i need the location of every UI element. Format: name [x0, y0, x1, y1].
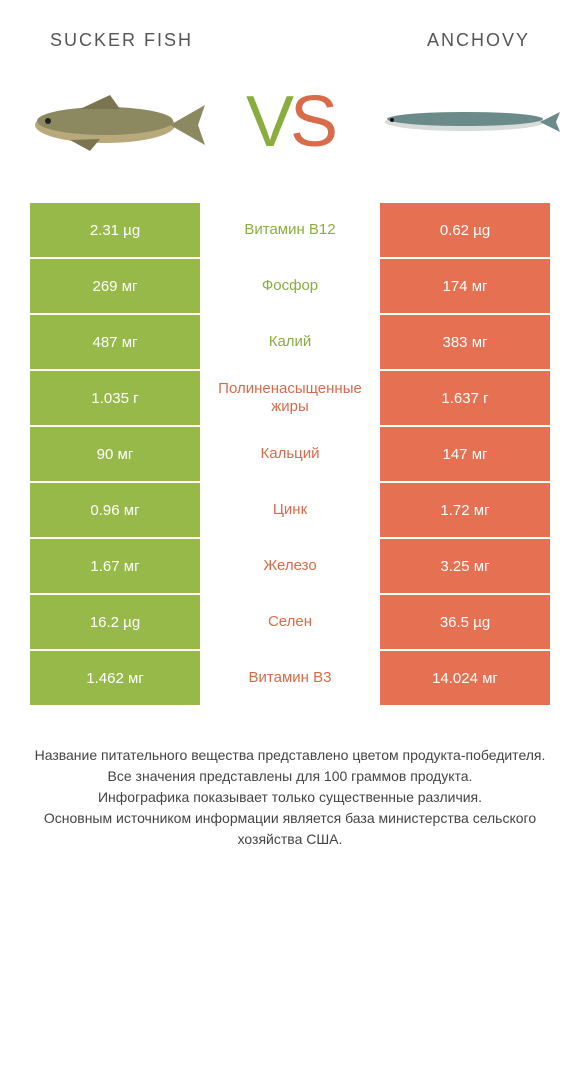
right-value: 3.25 мг [380, 539, 550, 593]
footer-line: Инфографика показывает только существенн… [30, 787, 550, 808]
left-value: 2.31 µg [30, 203, 200, 257]
footer-line: Все значения представлены для 100 граммо… [30, 766, 550, 787]
nutrient-name: Цинк [200, 483, 380, 537]
nutrient-name: Железо [200, 539, 380, 593]
right-value: 1.72 мг [380, 483, 550, 537]
anchovy-icon [370, 82, 560, 162]
table-row: 1.462 мгВитамин B314.024 мг [30, 651, 550, 705]
left-value: 487 мг [30, 315, 200, 369]
table-row: 16.2 µgСелен36.5 µg [30, 595, 550, 649]
right-value: 14.024 мг [380, 651, 550, 705]
header: SUCKER FISH ANCHOVY [0, 0, 580, 61]
table-row: 90 мгКальций147 мг [30, 427, 550, 481]
table-row: 1.035 гПолиненасыщенные жиры1.637 г [30, 371, 550, 425]
footer-line: Название питательного вещества представл… [30, 745, 550, 766]
left-value: 90 мг [30, 427, 200, 481]
vs-label: VS [246, 81, 334, 163]
nutrient-name: Витамин B12 [200, 203, 380, 257]
right-value: 174 мг [380, 259, 550, 313]
table-row: 1.67 мгЖелезо3.25 мг [30, 539, 550, 593]
left-value: 269 мг [30, 259, 200, 313]
vs-s: S [290, 82, 334, 162]
vs-v: V [246, 82, 290, 162]
nutrient-name: Калий [200, 315, 380, 369]
sucker-fish-icon [20, 82, 210, 162]
right-value: 383 мг [380, 315, 550, 369]
left-value: 1.462 мг [30, 651, 200, 705]
right-value: 36.5 µg [380, 595, 550, 649]
footer-line: Основным источником информации является … [30, 808, 550, 850]
left-value: 1.035 г [30, 371, 200, 425]
nutrient-name: Кальций [200, 427, 380, 481]
right-value: 147 мг [380, 427, 550, 481]
table-row: 2.31 µgВитамин B120.62 µg [30, 203, 550, 257]
left-value: 16.2 µg [30, 595, 200, 649]
nutrient-name: Фосфор [200, 259, 380, 313]
table-row: 269 мгФосфор174 мг [30, 259, 550, 313]
left-value: 1.67 мг [30, 539, 200, 593]
hero: VS [0, 61, 580, 203]
comparison-table: 2.31 µgВитамин B120.62 µg269 мгФосфор174… [30, 203, 550, 705]
nutrient-name: Селен [200, 595, 380, 649]
nutrient-name: Витамин B3 [200, 651, 380, 705]
nutrient-name: Полиненасыщенные жиры [200, 371, 380, 425]
footer-notes: Название питательного вещества представл… [0, 745, 580, 850]
left-value: 0.96 мг [30, 483, 200, 537]
right-product-title: ANCHOVY [427, 30, 530, 51]
left-product-title: SUCKER FISH [50, 30, 193, 51]
right-value: 1.637 г [380, 371, 550, 425]
table-row: 487 мгКалий383 мг [30, 315, 550, 369]
table-row: 0.96 мгЦинк1.72 мг [30, 483, 550, 537]
right-value: 0.62 µg [380, 203, 550, 257]
